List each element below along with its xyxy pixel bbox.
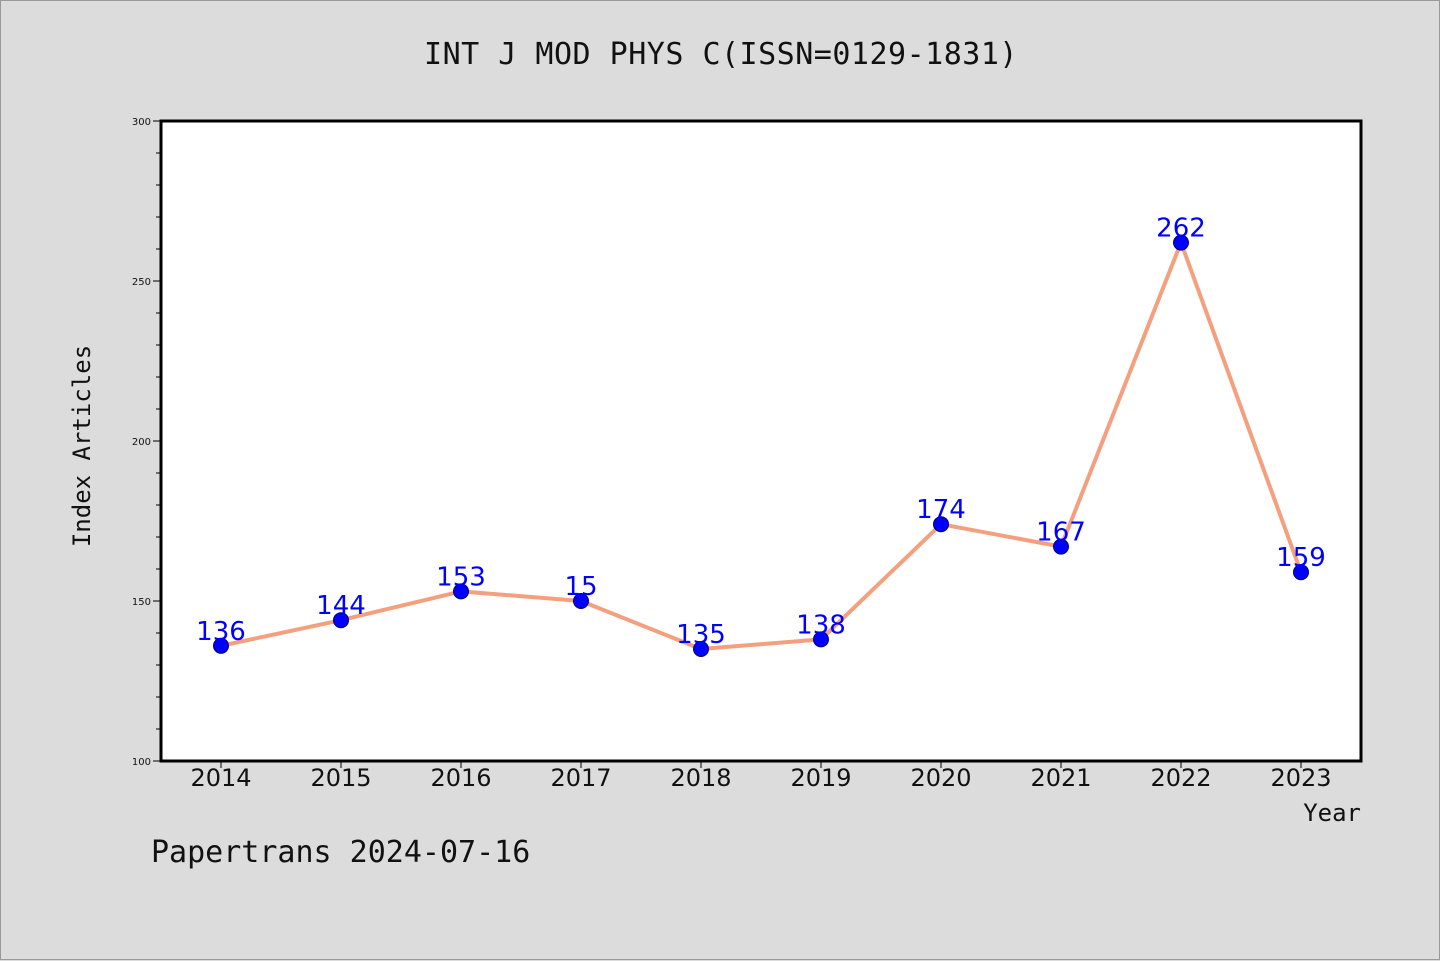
y-axis-label: Index Articles	[68, 345, 96, 547]
y-tick-label: 100	[132, 757, 151, 768]
y-tick-label: 300	[132, 117, 151, 128]
data-label: 262	[1156, 214, 1206, 244]
x-tick-label: 2018	[670, 764, 731, 792]
chart-title: INT J MOD PHYS C(ISSN=0129-1831)	[424, 37, 1018, 72]
data-point	[1173, 234, 1189, 251]
series-line	[220, 240, 1303, 651]
x-tick-label: 2022	[1150, 764, 1211, 792]
data-label: 167	[1036, 518, 1086, 548]
data-label: 136	[196, 617, 246, 647]
data-point	[933, 516, 949, 533]
data-label: 138	[796, 610, 846, 640]
data-point	[333, 612, 349, 629]
y-tick-label: 250	[132, 277, 151, 288]
x-tick-label: 2023	[1270, 764, 1331, 792]
plot-area	[159, 119, 1363, 763]
y-tick-label: 150	[132, 597, 151, 608]
data-point	[1293, 564, 1309, 581]
x-tick-label: 2021	[1030, 764, 1091, 792]
data-point	[213, 637, 229, 654]
x-tick-label: 2017	[550, 764, 611, 792]
x-axis: 2014 2015 2016 2017 2018 2019 2020 2021 2022 2023	[190, 761, 1332, 792]
data-point	[453, 583, 469, 600]
x-tick-label: 2020	[910, 764, 971, 792]
series-line-group	[220, 240, 1303, 651]
data-label: 135	[676, 620, 726, 650]
y-tick-label: 200	[132, 437, 151, 448]
data-point	[573, 593, 589, 609]
data-label: 153	[436, 562, 486, 592]
data-point	[813, 631, 829, 648]
x-axis-label: Year	[1303, 799, 1361, 827]
y-axis: 100 150 200 250 300	[132, 117, 161, 768]
data-point	[1053, 538, 1069, 555]
data-label: 174	[916, 495, 966, 525]
x-tick-label: 2015	[310, 764, 371, 792]
x-tick-label: 2014	[190, 764, 251, 792]
data-label: 144	[316, 591, 366, 621]
markers-group	[213, 234, 1309, 657]
x-tick-label: 2016	[430, 764, 491, 792]
data-point	[693, 641, 709, 657]
data-labels-group: 136 144 153 15 135 138 174 167 262 159	[196, 214, 1326, 650]
data-label: 15	[564, 572, 597, 602]
data-label: 159	[1276, 543, 1326, 573]
x-tick-label: 2019	[790, 764, 851, 792]
chart-footer: Papertrans 2024-07-16	[151, 835, 531, 870]
